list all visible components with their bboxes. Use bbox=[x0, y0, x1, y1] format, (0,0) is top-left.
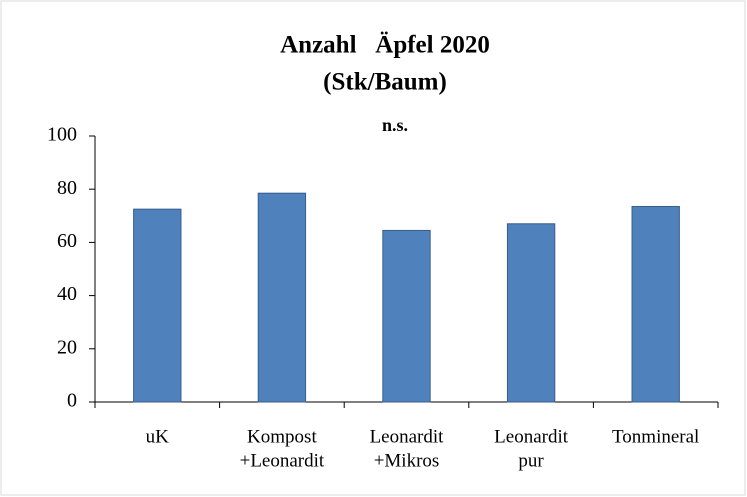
x-tick-label: +Mikros bbox=[374, 450, 440, 471]
y-tick-label: 100 bbox=[47, 124, 77, 146]
bar bbox=[382, 229, 431, 403]
bar bbox=[631, 205, 680, 403]
y-tick-label: 40 bbox=[57, 283, 77, 305]
x-tick-label: pur bbox=[518, 450, 544, 471]
y-tick-label: 0 bbox=[67, 390, 77, 412]
x-tick-label: Leonardit bbox=[494, 426, 569, 447]
x-tick-label: Kompost bbox=[247, 426, 317, 447]
y-tick-label: 60 bbox=[57, 230, 77, 252]
bar bbox=[506, 223, 556, 403]
chart-title: (Stk/Baum) bbox=[323, 69, 447, 96]
x-tick-label: +Leonardit bbox=[240, 450, 325, 471]
x-tick-label: Leonardit bbox=[370, 426, 445, 447]
y-tick-label: 20 bbox=[57, 336, 77, 358]
x-tick-label: Tonmineral bbox=[612, 426, 699, 447]
annotation: n.s. bbox=[382, 115, 408, 135]
y-tick-label: 80 bbox=[57, 177, 77, 199]
chart-title: Anzahl Äpfel 2020 bbox=[280, 32, 490, 59]
bar bbox=[133, 208, 182, 403]
x-tick-label: uK bbox=[146, 426, 170, 447]
bar bbox=[257, 192, 307, 403]
